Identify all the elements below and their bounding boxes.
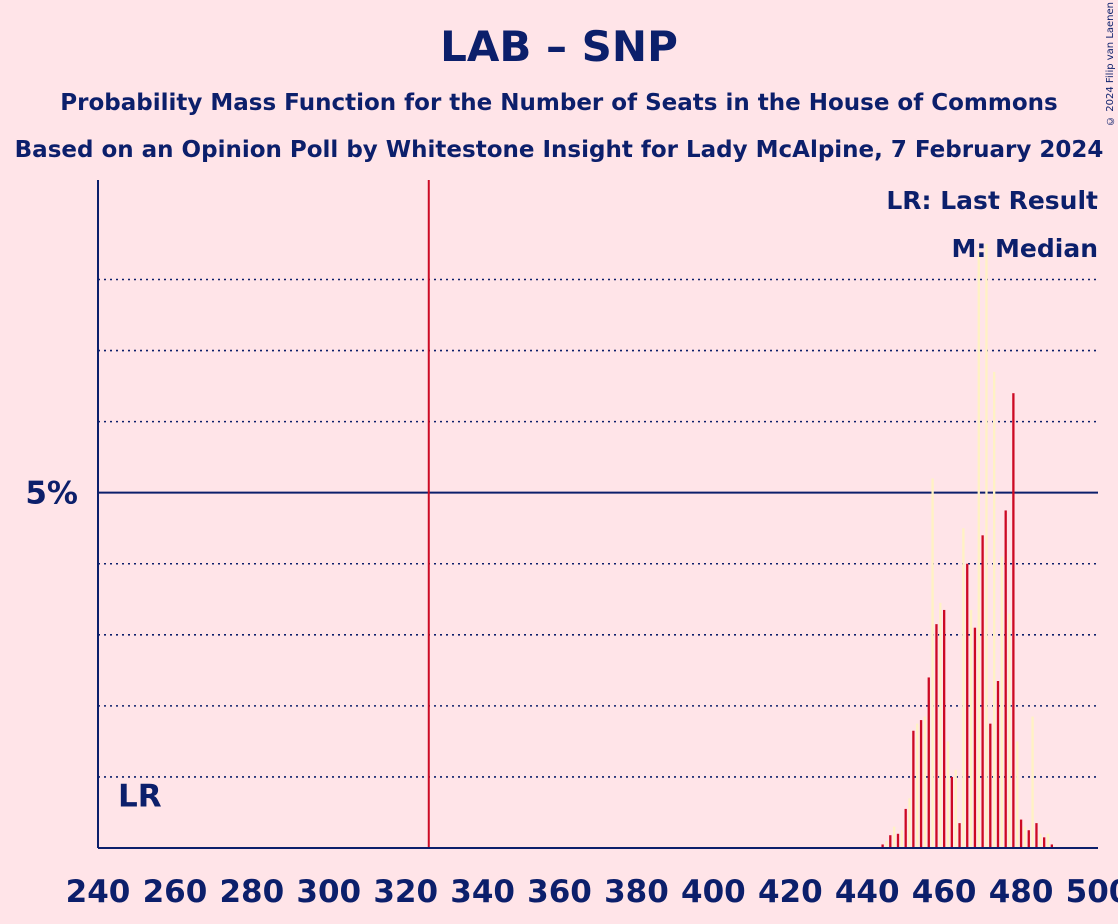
bar xyxy=(1008,613,1011,848)
chart-subtitle: Probability Mass Function for the Number… xyxy=(60,90,1058,116)
gridlines xyxy=(98,278,1098,778)
legend-median: M: Median xyxy=(951,234,1098,263)
x-tick-label: 280 xyxy=(219,874,284,910)
bar xyxy=(1023,826,1027,848)
chart-title: LAB – SNP xyxy=(440,22,678,71)
bar xyxy=(935,624,938,848)
bar xyxy=(931,478,934,848)
bar xyxy=(946,741,950,848)
bar xyxy=(1043,837,1046,848)
bar-series xyxy=(877,243,1061,848)
bar xyxy=(881,844,884,848)
bar xyxy=(912,730,915,848)
bar xyxy=(962,528,965,848)
bar xyxy=(950,776,953,848)
bar xyxy=(958,823,961,848)
bar xyxy=(993,371,996,848)
bar xyxy=(896,833,900,848)
x-tick-label: 300 xyxy=(296,874,361,910)
bar xyxy=(908,798,911,848)
x-tick-label: 420 xyxy=(758,874,823,910)
x-tick-label: 260 xyxy=(143,874,208,910)
bar xyxy=(1046,833,1050,848)
bar xyxy=(939,602,942,848)
bar xyxy=(969,609,973,848)
legend-last-result: LR: Last Result xyxy=(886,186,1098,215)
x-tick-label: 380 xyxy=(604,874,669,910)
x-tick-label: 360 xyxy=(527,874,592,910)
y-tick-label-5pct: 5% xyxy=(25,476,78,512)
bar xyxy=(1027,830,1030,848)
bar xyxy=(996,681,1000,848)
x-tick-label: 240 xyxy=(66,874,131,910)
bar xyxy=(966,563,969,848)
bar xyxy=(981,535,984,848)
bar xyxy=(985,243,988,848)
bar xyxy=(885,840,888,848)
bar xyxy=(927,677,930,848)
bar xyxy=(923,716,927,848)
bar xyxy=(1016,741,1019,848)
x-tick-label: 460 xyxy=(912,874,977,910)
x-tick-label: 400 xyxy=(681,874,746,910)
bar xyxy=(1000,556,1003,848)
bar xyxy=(919,720,923,848)
x-tick-labels: 240 260 280 300 320 340 360 380 400 420 440 460 480 5… xyxy=(66,874,1118,910)
bar xyxy=(1004,510,1007,848)
bar xyxy=(1031,716,1034,848)
x-tick-label: 320 xyxy=(373,874,438,910)
bar xyxy=(916,723,919,848)
bar xyxy=(973,627,977,848)
bar xyxy=(1019,819,1023,848)
chart-subtitle-poll: Based on an Opinion Poll by Whitestone I… xyxy=(14,137,1104,163)
bar xyxy=(889,835,892,848)
bar xyxy=(977,251,980,848)
bar xyxy=(900,830,903,848)
bar xyxy=(954,769,957,848)
bar xyxy=(904,808,907,848)
bar xyxy=(1012,393,1015,848)
x-tick-label: 440 xyxy=(835,874,900,910)
bar xyxy=(1050,844,1053,848)
x-tick-label: 480 xyxy=(989,874,1054,910)
x-tick-label: 500 xyxy=(1066,874,1118,910)
bar xyxy=(1035,823,1038,848)
bar xyxy=(893,826,896,848)
bar xyxy=(943,609,946,848)
bar xyxy=(989,723,992,848)
x-tick-label: 340 xyxy=(450,874,515,910)
bar xyxy=(1039,833,1042,848)
last-result-label: LR xyxy=(118,778,162,814)
